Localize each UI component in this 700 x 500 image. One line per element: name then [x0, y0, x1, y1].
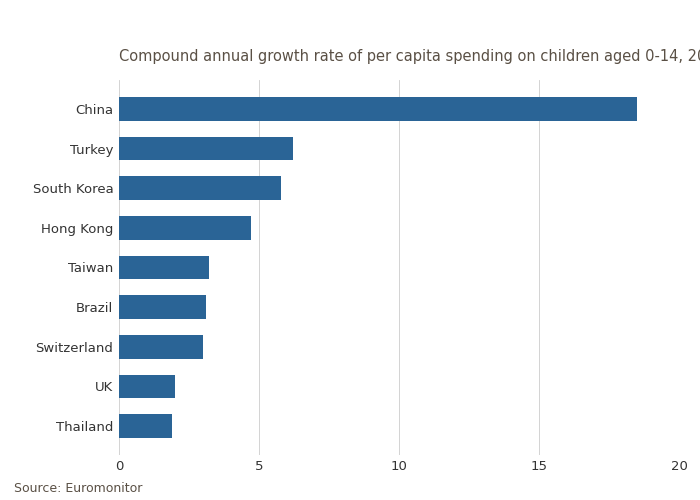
Bar	[119, 97, 637, 121]
Bar	[119, 136, 293, 160]
Bar	[119, 295, 206, 319]
Bar	[119, 335, 203, 358]
Bar	[119, 216, 251, 240]
Bar	[119, 176, 281, 200]
Text: Source: Euromonitor: Source: Euromonitor	[14, 482, 142, 495]
Text: Compound annual growth rate of per capita spending on children aged 0-14, 2019-2: Compound annual growth rate of per capit…	[119, 48, 700, 64]
Bar	[119, 256, 209, 280]
Bar	[119, 414, 172, 438]
Bar	[119, 374, 175, 398]
